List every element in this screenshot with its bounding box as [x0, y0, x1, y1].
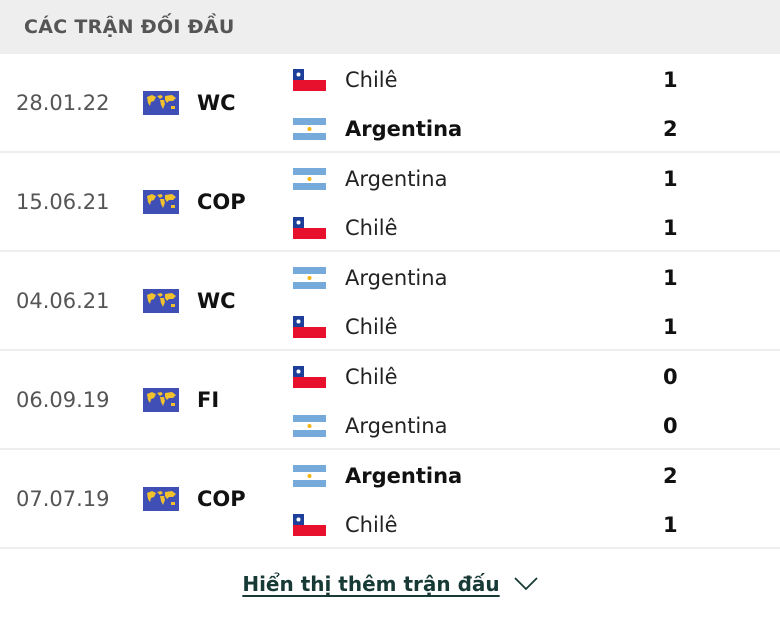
section-title: CÁC TRẬN ĐỐI ĐẦU — [24, 16, 235, 38]
argentina-flag-icon — [293, 465, 326, 487]
team-score: 2 — [663, 464, 678, 488]
team-name: Argentina — [345, 266, 448, 290]
team-score: 1 — [663, 167, 678, 191]
team-line: Argentina 0 — [293, 411, 693, 441]
world-map-icon — [143, 487, 179, 511]
world-map-icon — [143, 388, 179, 412]
team-name: Argentina — [345, 464, 463, 488]
competition-code: COP — [197, 189, 246, 214]
chile-flag-icon — [293, 514, 326, 536]
team-line: Chilê 1 — [293, 213, 693, 243]
world-map-icon — [143, 190, 179, 214]
match-date: 07.07.19 — [16, 486, 110, 511]
team-name: Argentina — [345, 117, 463, 141]
world-map-icon — [143, 289, 179, 313]
team-score: 0 — [663, 414, 678, 438]
match-row[interactable]: 07.07.19 COP Argentina 2 Chilê 1 — [0, 450, 780, 549]
team-line: Argentina 2 — [293, 114, 693, 144]
chile-flag-icon — [293, 316, 326, 338]
team-line: Chilê 1 — [293, 510, 693, 540]
chile-flag-icon — [293, 217, 326, 239]
match-row[interactable]: 28.01.22 WC Chilê 1 Argentina 2 — [0, 54, 780, 153]
world-map-icon — [143, 91, 179, 115]
team-line: Chilê 0 — [293, 362, 693, 392]
team-line: Argentina 1 — [293, 164, 693, 194]
team-line: Chilê 1 — [293, 65, 693, 95]
match-date: 15.06.21 — [16, 189, 110, 214]
match-date: 04.06.21 — [16, 288, 110, 313]
team-score: 1 — [663, 216, 678, 240]
argentina-flag-icon — [293, 267, 326, 289]
team-name: Argentina — [345, 167, 448, 191]
match-date: 28.01.22 — [16, 90, 110, 115]
team-name: Chilê — [345, 216, 398, 240]
argentina-flag-icon — [293, 168, 326, 190]
competition-code: COP — [197, 486, 246, 511]
section-header: CÁC TRẬN ĐỐI ĐẦU — [0, 0, 780, 54]
team-name: Argentina — [345, 414, 448, 438]
match-date: 06.09.19 — [16, 387, 110, 412]
show-more-link[interactable]: Hiển thị thêm trận đấu — [242, 572, 500, 596]
team-score: 1 — [663, 68, 678, 92]
team-score: 1 — [663, 315, 678, 339]
team-score: 0 — [663, 365, 678, 389]
match-row[interactable]: 04.06.21 WC Argentina 1 Chilê 1 — [0, 252, 780, 351]
footer: Hiển thị thêm trận đấu — [0, 549, 780, 619]
team-name: Chilê — [345, 68, 398, 92]
team-score: 1 — [663, 266, 678, 290]
match-row[interactable]: 15.06.21 COP Argentina 1 Chilê 1 — [0, 153, 780, 252]
competition-code: WC — [197, 90, 236, 115]
competition-code: WC — [197, 288, 236, 313]
chile-flag-icon — [293, 69, 326, 91]
chevron-down-icon[interactable] — [514, 577, 538, 591]
team-score: 1 — [663, 513, 678, 537]
team-name: Chilê — [345, 315, 398, 339]
argentina-flag-icon — [293, 415, 326, 437]
team-line: Chilê 1 — [293, 312, 693, 342]
team-name: Chilê — [345, 513, 398, 537]
competition-code: FI — [197, 387, 220, 412]
chile-flag-icon — [293, 366, 326, 388]
team-score: 2 — [663, 117, 678, 141]
match-list: 28.01.22 WC Chilê 1 Argentina 2 15.06.21 COP Arg… — [0, 54, 780, 549]
team-line: Argentina 1 — [293, 263, 693, 293]
team-line: Argentina 2 — [293, 461, 693, 491]
match-row[interactable]: 06.09.19 FI Chilê 0 Argentina 0 — [0, 351, 780, 450]
team-name: Chilê — [345, 365, 398, 389]
argentina-flag-icon — [293, 118, 326, 140]
